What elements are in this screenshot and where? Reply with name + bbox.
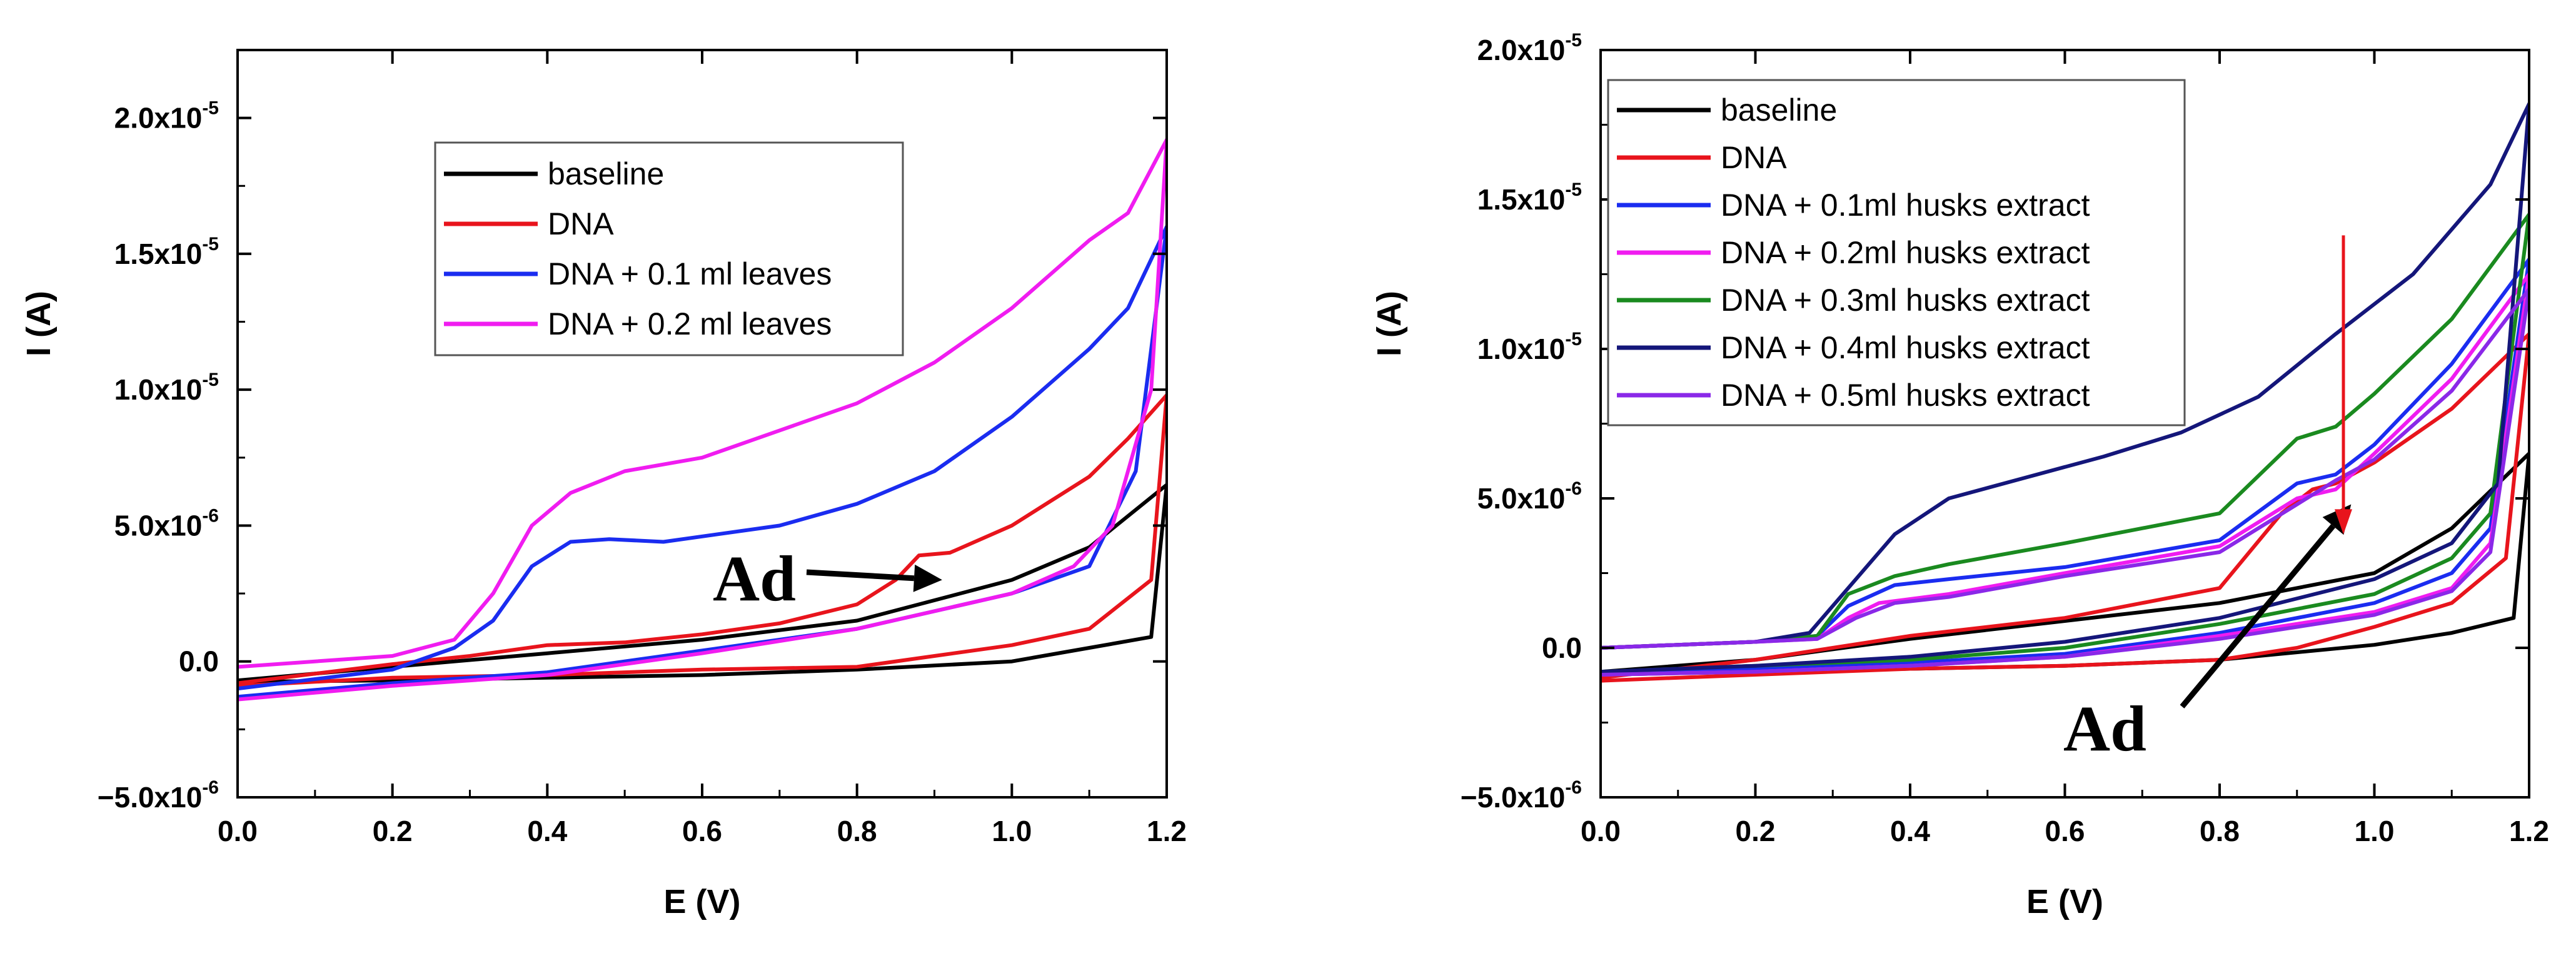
right-x-tick-label: 0.2 (1736, 815, 1776, 847)
right-y-tick-label: 1.0x10-5 (1477, 329, 1582, 365)
left-legend: baseline DNA DNA + 0.1 ml leaves DNA + 0.2 … (434, 141, 904, 356)
left-y-axis-label: I (A) (20, 291, 58, 356)
right-x-tick-label: 1.0 (2355, 815, 2395, 847)
left-legend-label-dna-0-2-ml-leaves: DNA + 0.2 ml leaves (548, 306, 832, 341)
right-x-tick-label: 0.8 (2200, 815, 2240, 847)
left-y-tick-label: −5.0x10-6 (98, 777, 219, 814)
left-series-dna (238, 393, 1167, 688)
right-y-tick-label: −5.0x10-6 (1461, 777, 1582, 814)
left-annotation-arrow (806, 569, 915, 582)
left-x-tick-label: 1.0 (992, 815, 1032, 847)
right-y-tick-label: 0.0 (1542, 632, 1582, 664)
left-x-tick-label: 0.4 (527, 815, 567, 847)
right-series-dna (1601, 332, 2529, 683)
chart-panel-right: 0.0 0.2 0.4 0.6 0.8 1.0 1.2−5.0x10-60.05.0x10-… (1371, 30, 2549, 920)
right-legend-label-dna-0-4ml-husks-extract: DNA + 0.4ml husks extract (1721, 330, 2090, 365)
left-legend-label-dna-0-1-ml-leaves: DNA + 0.1 ml leaves (548, 256, 832, 291)
right-legend-label-baseline: baseline (1721, 93, 1837, 128)
right-red-arrowhead (2335, 509, 2352, 535)
left-series-dna-0-2-ml-leaves (238, 138, 1167, 702)
right-x-tick-label: 0.6 (2045, 815, 2085, 847)
right-legend-label-dna-0-3ml-husks-extract: DNA + 0.3ml husks extract (1721, 283, 2090, 318)
right-annotation-ad: Ad (2063, 693, 2146, 765)
left-annotation-arrowhead (913, 564, 942, 592)
left-series-baseline (238, 483, 1167, 684)
left-y-tick-label: 0.0 (179, 645, 219, 678)
right-series-dna-0-3ml-husks-extract (1601, 212, 2529, 674)
right-y-tick-label: 5.0x10-6 (1477, 478, 1582, 515)
left-y-tick-label: 5.0x10-6 (114, 505, 219, 542)
left-x-tick-label: 0.8 (837, 815, 877, 847)
right-annotation-arrow (2180, 524, 2335, 708)
right-x-tick-label: 0.0 (1581, 815, 1621, 847)
left-x-tick-label: 0.2 (373, 815, 413, 847)
left-annotation-ad: Ad (713, 543, 796, 615)
right-x-tick-label: 1.2 (2509, 815, 2549, 847)
right-x-tick-label: 0.4 (1890, 815, 1930, 847)
left-series-group (238, 138, 1167, 702)
right-legend: baseline DNA DNA + 0.1ml husks extract DNA … (1607, 79, 2186, 426)
left-legend-label-dna: DNA (548, 206, 614, 241)
left-x-tick-label: 0.0 (218, 815, 258, 847)
left-x-axis-label: E (V) (663, 883, 740, 920)
right-y-axis-label: I (A) (1371, 291, 1408, 356)
right-legend-label-dna-0-5ml-husks-extract: DNA + 0.5ml husks extract (1721, 378, 2090, 413)
left-y-tick-label: 1.5x10-5 (114, 234, 219, 270)
left-x-tick-label: 1.2 (1147, 815, 1187, 847)
left-y-tick-label: 2.0x10-5 (114, 98, 219, 134)
right-series-group (1601, 102, 2529, 683)
right-x-axis-label: E (V) (2026, 883, 2103, 920)
left-legend-label-baseline: baseline (548, 156, 664, 191)
right-y-tick-label: 1.5x10-5 (1477, 179, 1582, 216)
left-legend-box (434, 141, 904, 356)
left-y-tick-label: 1.0x10-5 (114, 370, 219, 406)
right-legend-label-dna-0-1ml-husks-extract: DNA + 0.1ml husks extract (1721, 188, 2090, 223)
right-series-dna-0-1ml-husks-extract (1601, 257, 2529, 674)
chart-panel-left: 0.0 0.2 0.4 0.6 0.8 1.0 1.2−5.0x10-60.05.0x10-… (20, 49, 1187, 920)
right-series-dna-0-5ml-husks-extract (1601, 287, 2529, 677)
right-legend-label-dna-0-2ml-husks-extract: DNA + 0.2ml husks extract (1721, 235, 2090, 270)
right-y-tick-label: 2.0x10-5 (1477, 30, 1582, 66)
right-series-dna-0-4ml-husks-extract (1601, 102, 2529, 674)
right-legend-label-dna: DNA (1721, 140, 1787, 175)
left-x-tick-label: 0.6 (682, 815, 722, 847)
